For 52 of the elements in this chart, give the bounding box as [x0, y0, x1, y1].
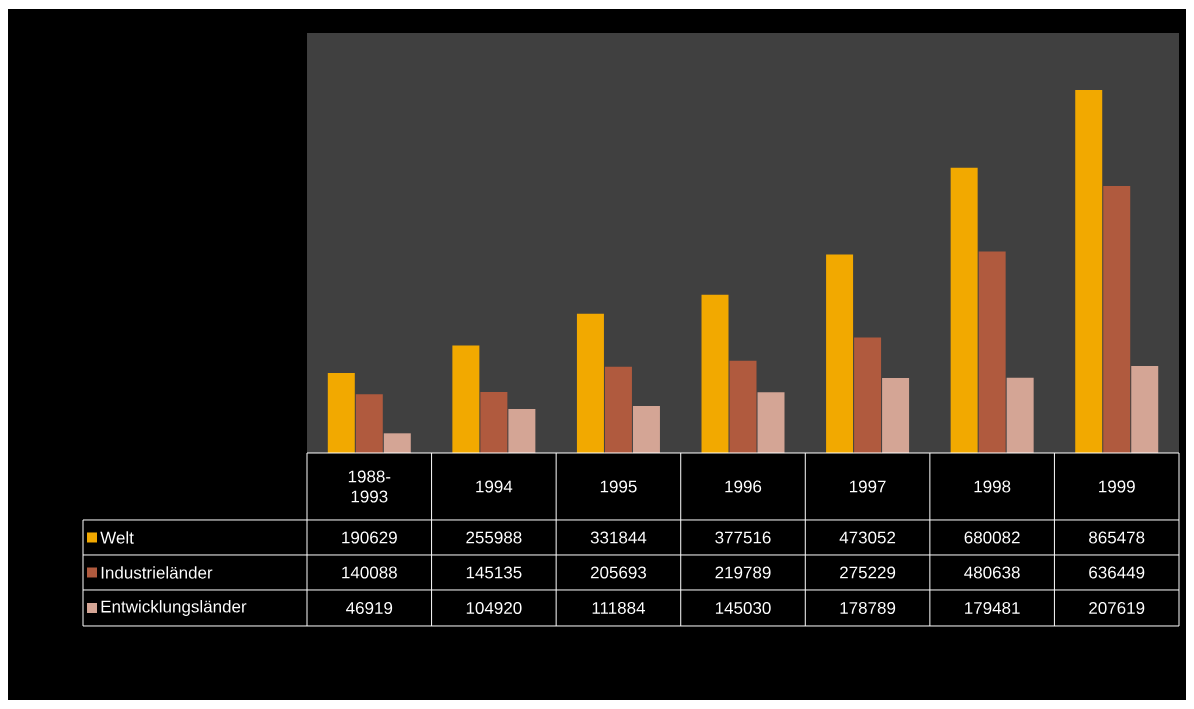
data-label: 680082: [964, 531, 1020, 544]
bar: [383, 433, 411, 453]
data-label: 46919: [346, 601, 393, 615]
data-label: 179481: [965, 601, 1020, 615]
data-label: 140088: [342, 566, 397, 579]
data-label: 219789: [715, 566, 771, 579]
x-tick-label: 1995: [600, 480, 637, 493]
bar: [757, 392, 785, 453]
bar: [632, 406, 660, 453]
data-label: 331844: [590, 531, 647, 544]
bar: [1006, 377, 1034, 453]
legend-label: Welt: [100, 531, 134, 544]
bar: [701, 294, 729, 453]
x-tick-label: 1998: [974, 480, 1011, 493]
bar: [882, 377, 910, 453]
bar: [355, 394, 383, 453]
bar: [826, 254, 854, 453]
data-label: 473052: [839, 531, 896, 544]
legend-label: Entwicklungsländer: [101, 600, 247, 616]
data-label: 207619: [1089, 601, 1145, 615]
data-label: 275229: [840, 566, 896, 579]
data-label: 255988: [466, 531, 522, 544]
data-label: 636449: [1089, 566, 1145, 579]
x-tick-label: 1999: [1099, 480, 1135, 493]
data-label: 145030: [715, 601, 771, 615]
bar: [978, 251, 1006, 453]
bar: [508, 408, 536, 453]
bar: [950, 167, 978, 453]
bar: [1131, 365, 1159, 453]
bar: [1103, 186, 1131, 453]
bar: [576, 313, 604, 453]
data-label: 111884: [592, 601, 646, 615]
data-label: 205693: [590, 566, 647, 579]
bar: [604, 366, 632, 453]
x-tick-label: 1994: [476, 480, 513, 493]
x-tick-label: 1988-1993: [348, 470, 391, 503]
bar: [480, 392, 508, 453]
data-label: 190629: [342, 531, 397, 544]
legend-label: Industrieländer: [101, 566, 213, 579]
data-label: 480638: [964, 566, 1020, 579]
data-label: 104920: [466, 601, 522, 615]
data-label: 145135: [466, 566, 522, 579]
bar: [452, 345, 480, 453]
x-tick-label: 1997: [849, 480, 886, 493]
data-label: 178789: [840, 601, 896, 615]
bar: [854, 337, 882, 453]
x-tick-label: 1996: [725, 480, 762, 493]
data-label: 865478: [1089, 531, 1145, 544]
bar: [729, 360, 757, 453]
data-label: 377516: [715, 531, 771, 544]
bar: [1075, 89, 1103, 453]
bar: [327, 373, 355, 453]
